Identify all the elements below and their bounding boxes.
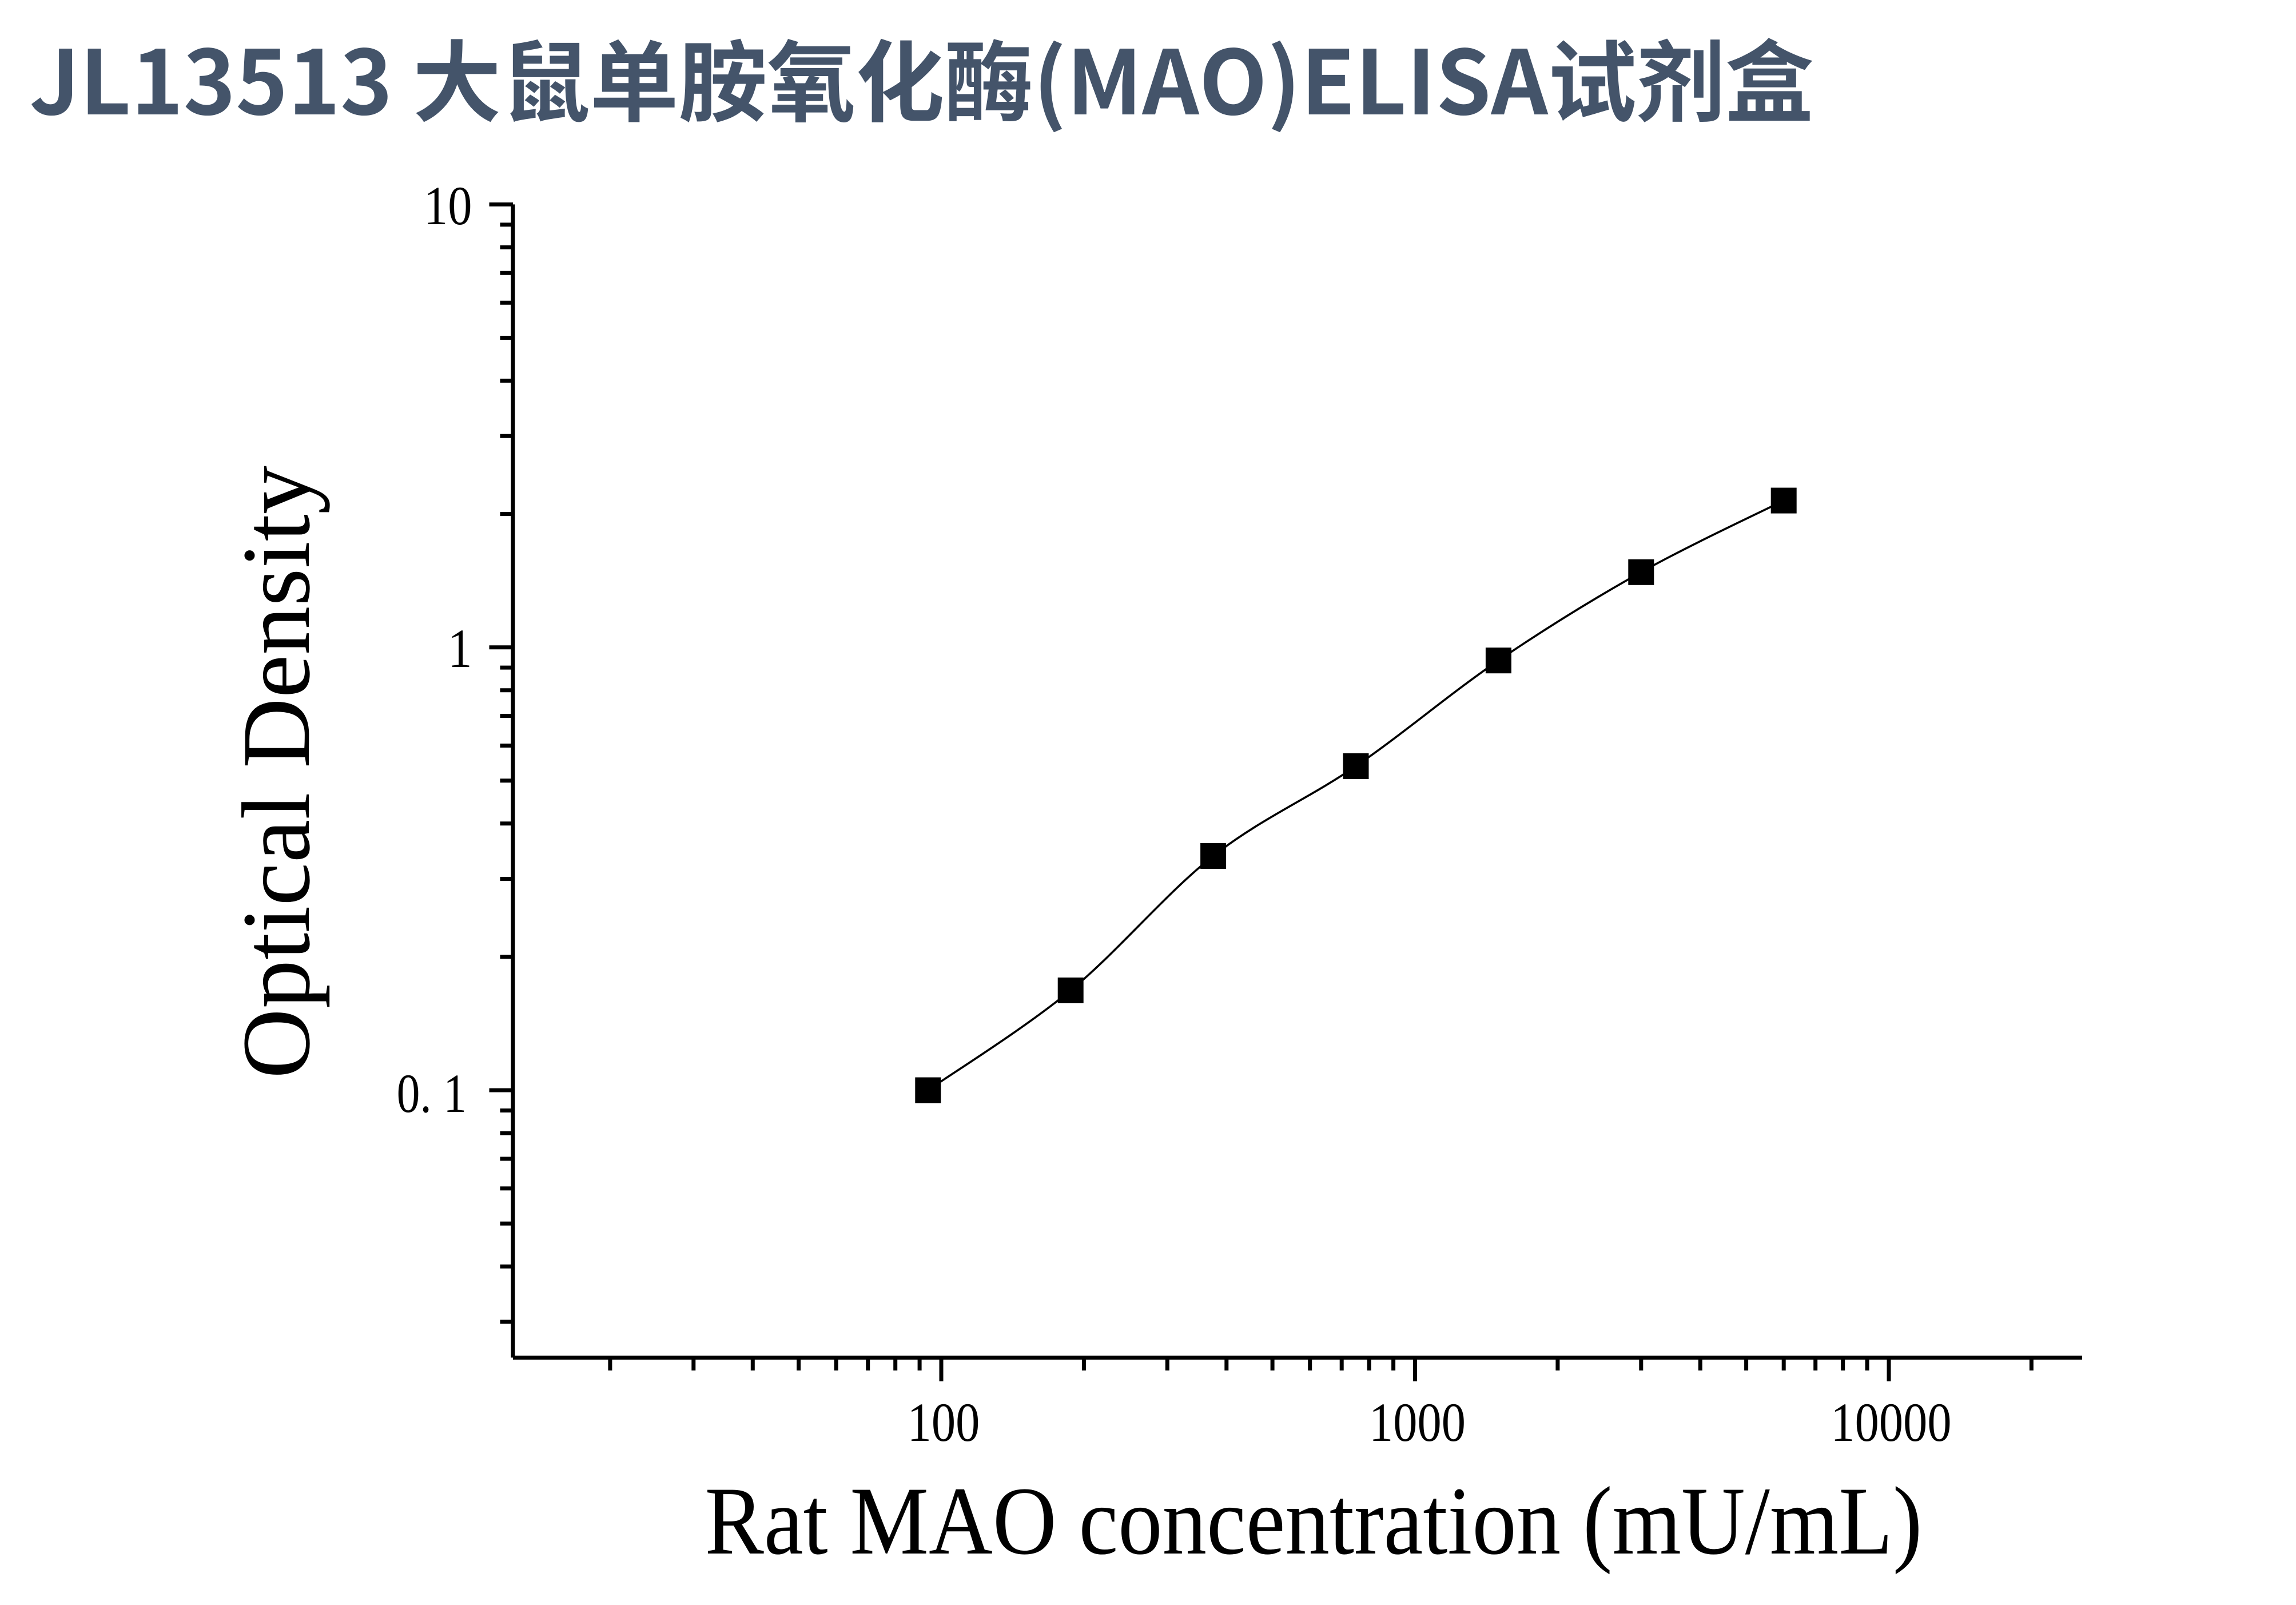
svg-text:10000: 10000 bbox=[1831, 1392, 1951, 1453]
svg-text:0. 1: 0. 1 bbox=[397, 1064, 467, 1125]
svg-text:100: 100 bbox=[908, 1392, 980, 1453]
svg-text:Optical Density: Optical Density bbox=[222, 466, 330, 1079]
svg-text:1000: 1000 bbox=[1369, 1392, 1466, 1453]
svg-text:1: 1 bbox=[448, 618, 472, 679]
svg-text:10: 10 bbox=[424, 175, 472, 236]
svg-text:Rat MAO concentration (mU/mL): Rat MAO concentration (mU/mL) bbox=[705, 1467, 1923, 1575]
